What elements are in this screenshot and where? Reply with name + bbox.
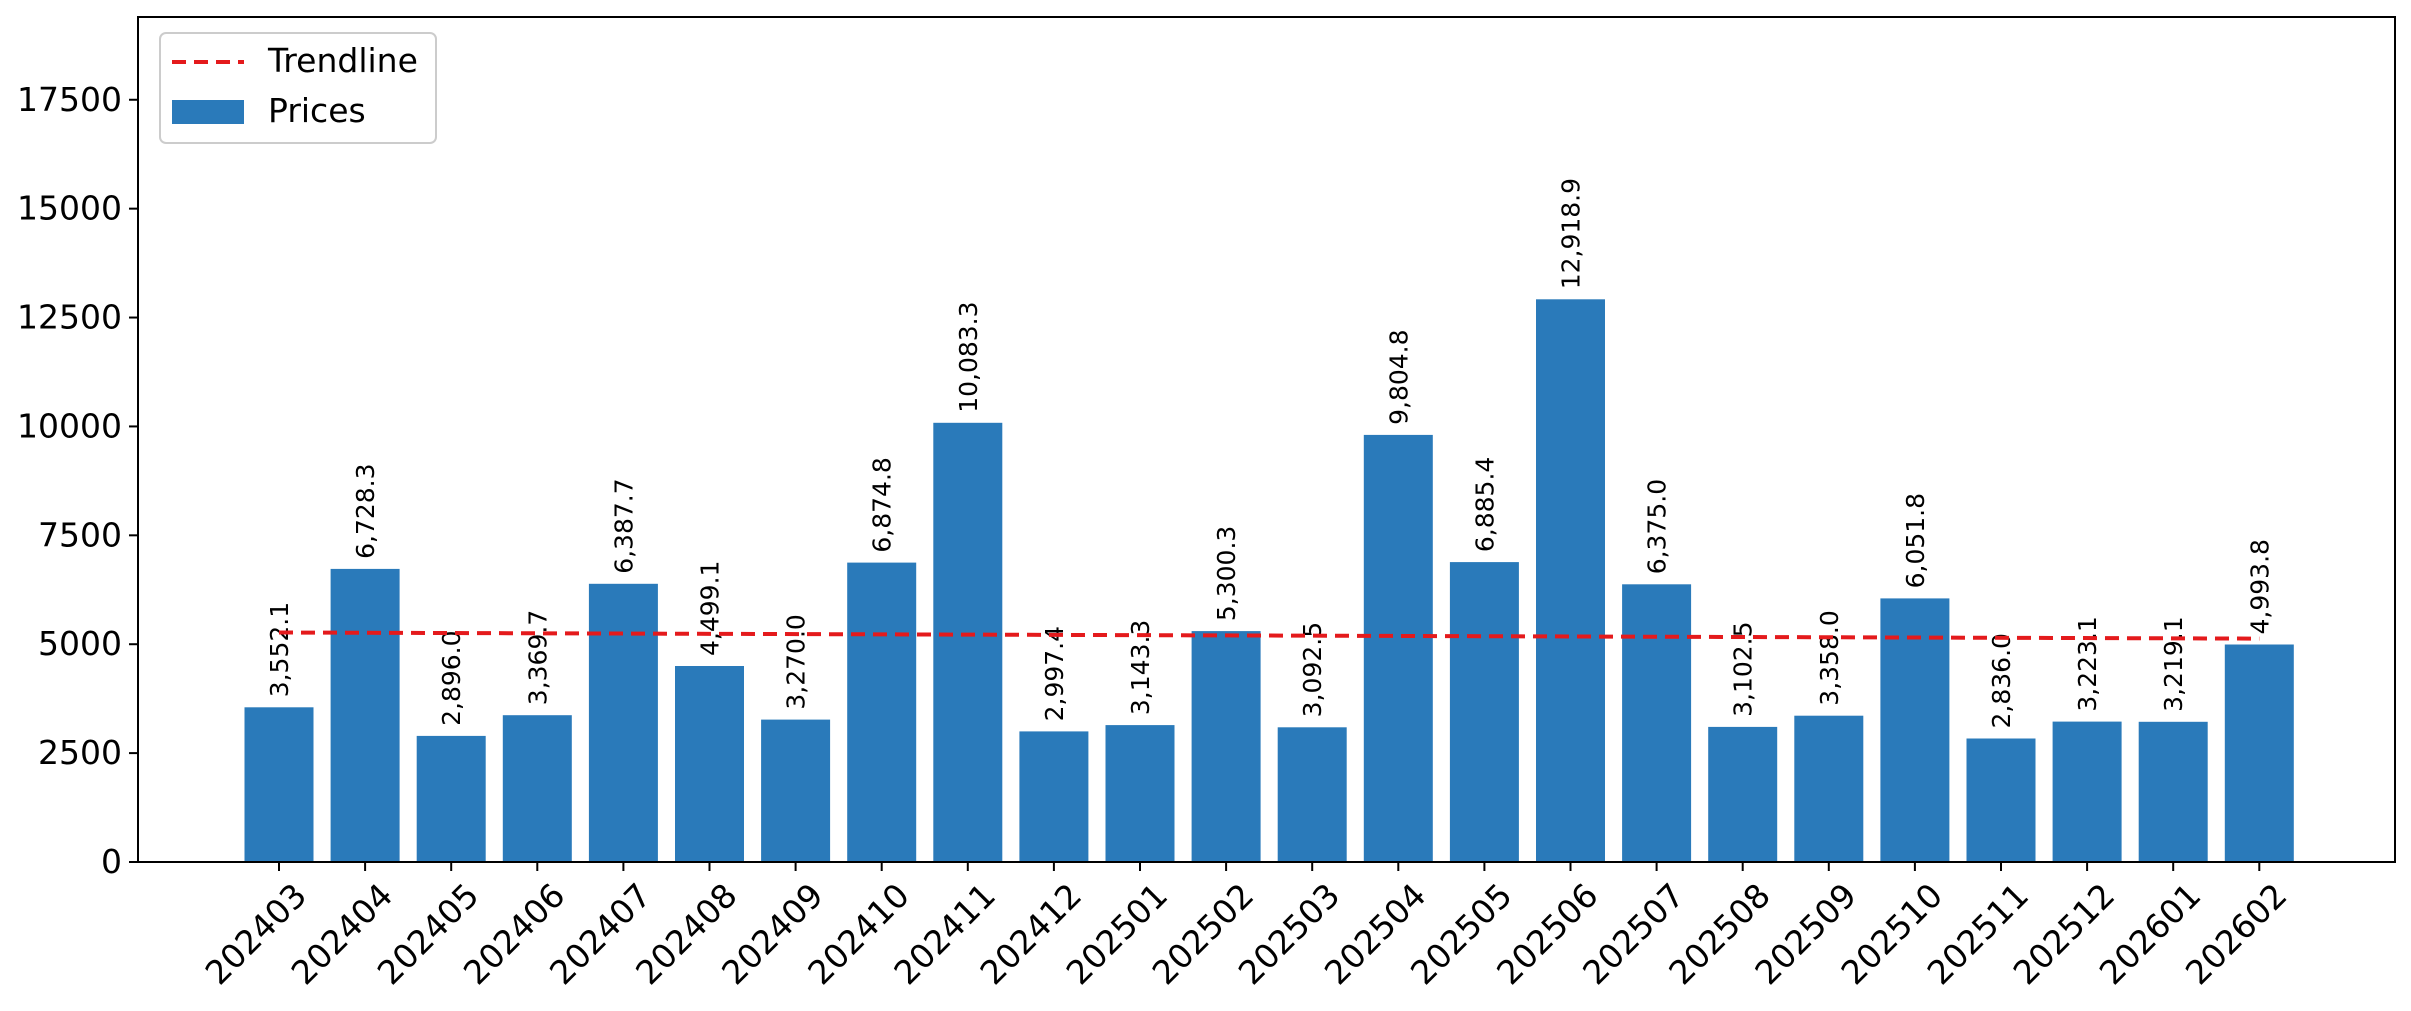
bar-value-label-202407: 6,387.7 [609, 478, 638, 573]
bar-value-label-202404: 6,728.3 [351, 463, 380, 558]
bar-value-label-202411: 10,083.3 [954, 301, 983, 412]
bar-202508 [1708, 726, 1778, 862]
bar-202408 [675, 666, 744, 862]
bar-value-label-202512: 3,223.1 [2073, 616, 2102, 711]
bar-202405 [416, 735, 486, 862]
bar-202409 [761, 719, 831, 862]
bar-202506 [1536, 299, 1605, 862]
y-tick-label-7500: 7500 [38, 515, 122, 554]
y-tick-label-12500: 12500 [17, 298, 122, 337]
bar-202510 [1880, 598, 1950, 862]
y-tick-label-10000: 10000 [17, 406, 122, 445]
bar-202411 [933, 422, 1003, 862]
bar-value-label-202511: 2,836.0 [1987, 633, 2016, 728]
bar-value-label-202510: 6,051.8 [1901, 493, 1930, 588]
bar-value-label-202502: 5,300.3 [1212, 526, 1241, 621]
value-labels-layer: 3,552.1 6,728.3 2,896.0 3,369.7 6,387.7 4,499… [265, 178, 2274, 729]
bars-layer [244, 299, 2294, 862]
bar-value-label-202405: 2,896.0 [437, 630, 466, 725]
bar-202511 [1966, 738, 2036, 862]
legend-trendline-label: Trendline [267, 41, 418, 80]
bar-value-label-202409: 3,270.0 [782, 614, 811, 709]
legend: Trendline Prices [159, 32, 437, 144]
bar-value-label-202403: 3,552.1 [265, 602, 294, 697]
legend-prices-swatch [172, 100, 244, 124]
y-tick-label-2500: 2500 [38, 733, 122, 772]
trendline-layer [278, 630, 2260, 641]
bar-value-label-202504: 9,804.8 [1384, 329, 1413, 424]
bar-202503 [1277, 727, 1347, 862]
bar-202512 [2052, 721, 2122, 862]
y-axis: 0 2500 5000 7500 10000 12500 15000 17500 [17, 80, 138, 881]
bar-value-label-202410: 6,874.8 [868, 457, 897, 552]
bar-value-label-202602: 4,993.8 [2245, 539, 2274, 634]
bar-202407 [588, 583, 658, 862]
y-tick-label-15000: 15000 [17, 189, 122, 228]
bar-202501 [1105, 725, 1175, 862]
bar-202406 [502, 715, 572, 862]
trendline [278, 630, 2260, 641]
bar-value-label-202509: 3,358.0 [1815, 610, 1844, 705]
bar-value-label-202601: 3,219.1 [2159, 616, 2188, 711]
bar-202412 [1019, 731, 1089, 862]
bar-202502 [1191, 631, 1261, 862]
bar-202410 [847, 562, 917, 862]
x-axis: 2024032024042024052024062024072024082024… [198, 862, 2294, 992]
y-tick-label-0: 0 [101, 842, 122, 881]
bar-value-label-202406: 3,369.7 [523, 610, 552, 705]
bar-value-label-202412: 2,997.4 [1040, 626, 1069, 721]
y-tick-label-5000: 5000 [38, 624, 122, 663]
bar-value-label-202507: 6,375.0 [1643, 479, 1672, 574]
bar-202504 [1363, 434, 1433, 862]
bar-202505 [1449, 562, 1519, 862]
bar-value-label-202503: 3,092.5 [1298, 622, 1327, 717]
bar-202509 [1794, 715, 1864, 862]
bar-202507 [1622, 584, 1692, 862]
legend-prices-label: Prices [268, 91, 366, 130]
bar-202602 [2224, 644, 2294, 862]
bar-value-label-202505: 6,885.4 [1470, 457, 1499, 552]
bar-value-label-202506: 12,918.9 [1557, 178, 1586, 289]
bar-202404 [330, 568, 400, 862]
bar-202601 [2138, 721, 2208, 862]
plot-frame [137, 16, 2396, 863]
bar-value-label-202408: 4,499.1 [696, 561, 725, 656]
bar-202403 [244, 707, 314, 862]
y-tick-label-17500: 17500 [17, 80, 122, 119]
